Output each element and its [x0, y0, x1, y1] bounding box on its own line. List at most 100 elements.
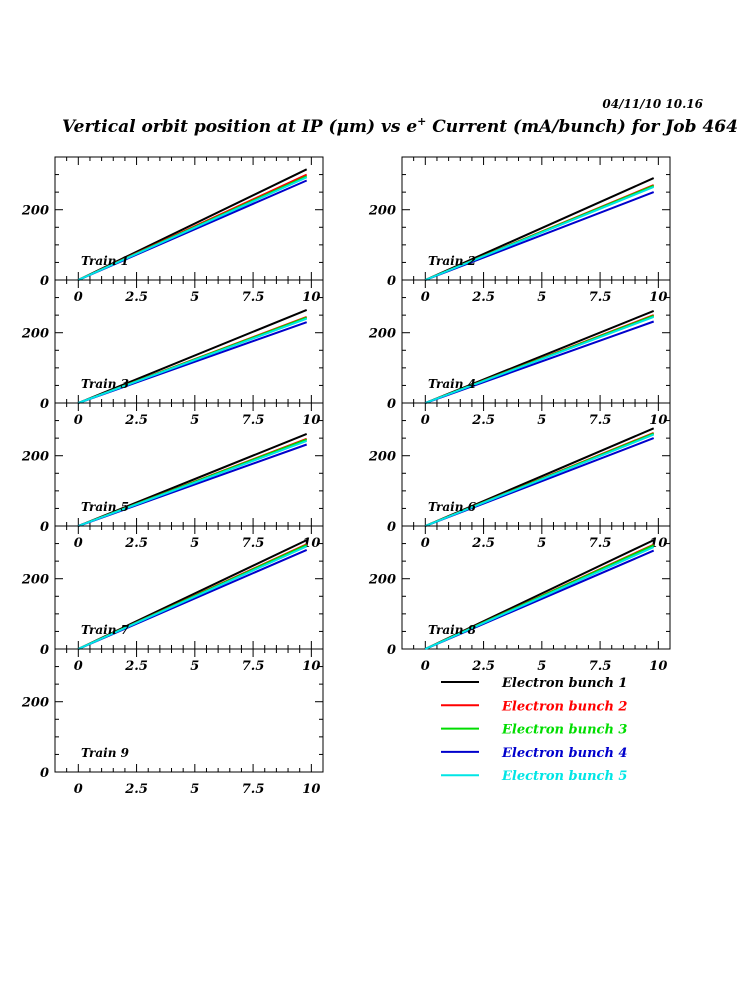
legend: Electron bunch 1 Electron bunch 2 Electron…	[441, 676, 627, 784]
panel-train-4: 0 200 0 2.5 5 7.5 10 Train 4	[368, 279, 671, 428]
y-tick-label: 0	[40, 766, 49, 781]
y-tick-label: 0	[387, 643, 396, 658]
panel-train-5: 0 200 0 2.5 5 7.5 10 Train 5	[21, 402, 324, 551]
x-tick-label: 7.5	[589, 290, 612, 305]
x-tick-label: 7.5	[589, 413, 612, 428]
panel-train-6: 0 200 0 2.5 5 7.5 10 Train 6	[368, 402, 671, 551]
x-tick-label: 10	[302, 290, 320, 305]
x-tick-label: 10	[649, 413, 667, 428]
legend-item-electron-bunch-3: Electron bunch 3	[441, 723, 627, 738]
x-tick-label: 0	[421, 290, 430, 305]
y-tick-label: 200	[21, 327, 49, 342]
x-tick-label: 2.5	[471, 413, 495, 428]
x-tick-label: 0	[421, 536, 430, 551]
x-tick-label: 0	[421, 659, 430, 674]
panel-frame	[401, 525, 671, 650]
x-tick-label: 2.5	[124, 782, 148, 797]
legend-item-electron-bunch-4: Electron bunch 4	[441, 746, 627, 761]
y-tick-label: 0	[40, 520, 49, 535]
series-line-electron-bunch-5	[424, 433, 655, 527]
x-tick-label: 2.5	[124, 659, 148, 674]
x-tick-label: 7.5	[589, 659, 612, 674]
x-tick-label: 2.5	[471, 536, 495, 551]
panel-grid: 0 200 0 2.5 5 7.5 10 Train 1 0 200 0 2.5 5 7.5 10 Train…	[21, 156, 671, 797]
y-tick-label: 200	[368, 450, 396, 465]
x-tick-label: 5	[537, 290, 546, 305]
panel-label: Train 7	[81, 623, 130, 637]
x-tick-label: 2.5	[124, 290, 148, 305]
panel-train-8: 0 200 0 2.5 5 7.5 10 Train 8	[368, 525, 671, 674]
timestamp: 04/11/10 10.16	[602, 97, 703, 111]
series-line-electron-bunch-5	[77, 317, 308, 404]
title-superscript: +	[417, 115, 426, 128]
series-line-electron-bunch-1	[77, 308, 308, 404]
x-tick-label: 10	[649, 536, 667, 551]
x-tick-label: 7.5	[242, 659, 265, 674]
x-tick-label: 10	[302, 536, 320, 551]
legend-item-electron-bunch-5: Electron bunch 5	[441, 769, 627, 784]
x-tick-label: 2.5	[124, 413, 148, 428]
y-tick-label: 200	[368, 573, 396, 588]
x-tick-label: 5	[537, 413, 546, 428]
x-tick-label: 10	[302, 782, 320, 797]
y-tick-label: 0	[387, 397, 396, 412]
x-tick-label: 5	[537, 659, 546, 674]
legend-label: Electron bunch 3	[501, 723, 627, 738]
x-tick-label: 7.5	[242, 782, 265, 797]
series-line-electron-bunch-5	[424, 185, 655, 281]
panel-label: Train 8	[428, 623, 477, 637]
panel-label: Train 3	[81, 377, 129, 391]
series-line-electron-bunch-5	[424, 546, 655, 650]
x-tick-label: 2.5	[124, 536, 148, 551]
y-tick-label: 0	[387, 520, 396, 535]
legend-label: Electron bunch 4	[501, 746, 627, 761]
x-tick-label: 0	[74, 413, 83, 428]
x-tick-label: 10	[302, 659, 320, 674]
x-tick-label: 0	[74, 290, 83, 305]
x-tick-label: 10	[302, 413, 320, 428]
x-tick-label: 0	[74, 659, 83, 674]
panel-train-2: 0 200 0 2.5 5 7.5 10 Train 2	[368, 156, 671, 305]
x-tick-label: 5	[190, 782, 199, 797]
legend-label: Electron bunch 5	[501, 769, 627, 784]
x-tick-label: 0	[74, 782, 83, 797]
panel-train-9: 0 200 0 2.5 5 7.5 10 Train 9	[21, 648, 324, 797]
y-tick-label: 0	[387, 274, 396, 289]
x-tick-label: 5	[537, 536, 546, 551]
y-tick-label: 0	[40, 397, 49, 412]
title-mu-symbol: μ	[337, 117, 349, 137]
legend-label: Electron bunch 2	[501, 699, 627, 714]
title-part-2: m) vs e	[349, 117, 417, 137]
x-tick-label: 5	[190, 413, 199, 428]
y-tick-label: 0	[40, 274, 49, 289]
series-line-electron-bunch-5	[77, 176, 308, 281]
y-tick-label: 200	[21, 204, 49, 219]
y-tick-label: 200	[21, 696, 49, 711]
y-tick-label: 0	[40, 643, 49, 658]
panel-label: Train 5	[81, 500, 129, 514]
y-tick-label: 200	[21, 450, 49, 465]
series-line-electron-bunch-5	[77, 545, 308, 650]
panel-label: Train 9	[81, 746, 130, 760]
series-line-electron-bunch-1	[424, 177, 655, 281]
figure-title: Vertical orbit position at IP (μm) vs e+…	[62, 115, 738, 137]
x-tick-label: 5	[190, 290, 199, 305]
x-tick-label: 7.5	[242, 536, 265, 551]
legend-item-electron-bunch-2: Electron bunch 2	[441, 699, 627, 714]
title-part-1: Vertical orbit position at IP (	[62, 117, 337, 137]
x-tick-label: 7.5	[242, 413, 265, 428]
x-tick-label: 10	[649, 290, 667, 305]
panel-frame	[54, 648, 324, 773]
x-tick-label: 5	[190, 536, 199, 551]
x-tick-label: 7.5	[242, 290, 265, 305]
x-tick-label: 10	[649, 659, 667, 674]
panel-label: Train 6	[428, 500, 477, 514]
series-line-electron-bunch-5	[424, 315, 655, 404]
panel-label: Train 2	[428, 254, 476, 268]
x-tick-label: 7.5	[589, 536, 612, 551]
title-part-3: Current (mA/bunch) for Job 464	[426, 117, 738, 137]
x-tick-label: 5	[190, 659, 199, 674]
panel-train-1: 0 200 0 2.5 5 7.5 10 Train 1	[21, 156, 324, 305]
panel-label: Train 1	[81, 254, 129, 268]
